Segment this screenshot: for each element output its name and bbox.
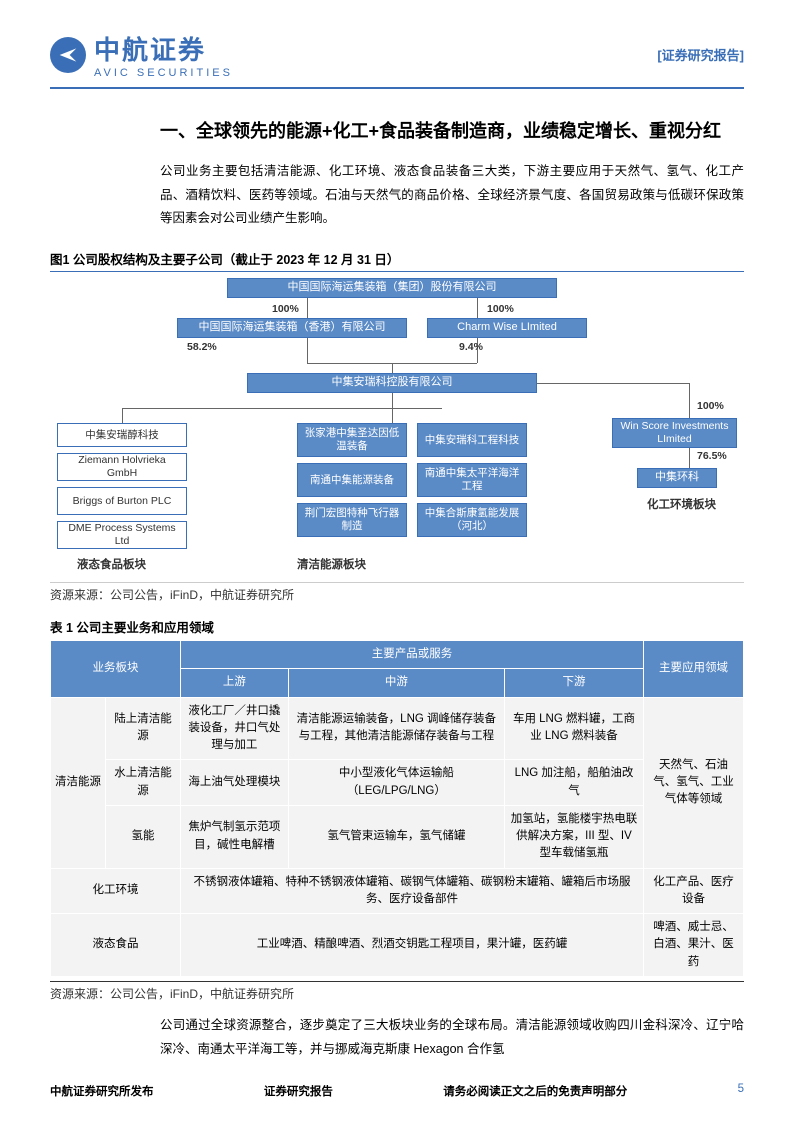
th-application: 主要应用领域	[644, 641, 744, 698]
header-doc-type: [证券研究报告]	[657, 45, 744, 64]
org-node-food3: Briggs of Burton PLC	[57, 487, 187, 515]
outro-paragraph: 公司通过全球资源整合，逐步奠定了三大板块业务的全球布局。清洁能源领域收购四川金科…	[160, 1014, 744, 1062]
table1-label: 表 1 公司主要业务和应用领域	[50, 617, 744, 636]
cell-up-0: 液化工厂／井口撬装设备，井口气处理与加工	[181, 697, 289, 760]
pct-5: 100%	[697, 400, 724, 412]
cell-sub-0: 陆上清洁能源	[106, 697, 181, 760]
cell-up-4: 工业啤酒、精酿啤酒、烈酒交钥匙工程项目，果汁罐，医药罐	[181, 914, 644, 977]
org-node-food1: 中集安瑞醇科技	[57, 423, 187, 447]
cell-app-4: 啤酒、威士忌、白酒、果汁、医药	[644, 914, 744, 977]
th-upstream: 上游	[181, 669, 289, 697]
cell-down-2: 加氢站，氢能楼宇热电联供解决方案，III 型、IV 型车载储氢瓶	[504, 805, 643, 868]
seg-label-energy: 清洁能源板块	[297, 556, 366, 572]
pct-1: 100%	[272, 303, 299, 315]
th-products: 主要产品或服务	[181, 641, 644, 669]
figure1-orgchart: 中国国际海运集装箱（集团）股份有限公司 100% 100% 中国国际海运集装箱（…	[57, 278, 737, 578]
org-node-huanke: 中集环科	[637, 468, 717, 488]
org-node-center: 中集安瑞科控股有限公司	[247, 373, 537, 393]
footer-left: 中航证券研究所发布	[50, 1083, 154, 1099]
cell-app-0: 天然气、石油气、氢气、工业气体等领域	[644, 697, 744, 868]
org-node-top: 中国国际海运集装箱（集团）股份有限公司	[227, 278, 557, 298]
cell-up-2: 焦炉气制氢示范项目，碱性电解槽	[181, 805, 289, 868]
cell-app-3: 化工产品、医疗设备	[644, 868, 744, 914]
footer-right: 请务必阅读正文之后的免责声明部分	[443, 1083, 627, 1099]
cell-mid-1: 中小型液化气体运输船（LEG/LPG/LNG）	[288, 760, 504, 806]
org-node-e6: 中集合斯康氢能发展（河北）	[417, 503, 527, 537]
section-title: 一、全球领先的能源+化工+食品装备制造商，业绩稳定增长、重视分红	[160, 117, 744, 146]
pct-4: 9.4%	[459, 341, 483, 353]
page-header: 中航证券 AVIC SECURITIES [证券研究报告]	[50, 30, 744, 89]
figure1-source: 资源来源：公司公告，iFinD，中航证券研究所	[50, 582, 744, 603]
logo-block: 中航证券 AVIC SECURITIES	[50, 30, 233, 79]
cell-up-3: 不锈钢液体罐箱、特种不锈钢液体罐箱、碳钢气体罐箱、碳钢粉末罐箱、罐箱后市场服务、…	[181, 868, 644, 914]
th-midstream: 中游	[288, 669, 504, 697]
seg-label-food: 液态食品板块	[77, 556, 146, 572]
footer-mid: 证券研究报告	[264, 1083, 333, 1099]
org-node-e3: 荆门宏图特种飞行器制造	[297, 503, 407, 537]
org-node-e1: 张家港中集圣达因低温装备	[297, 423, 407, 457]
org-node-e2: 南通中集能源装备	[297, 463, 407, 497]
cell-seg-0: 清洁能源	[51, 697, 106, 868]
org-node-e4: 中集安瑞科工程科技	[417, 423, 527, 457]
th-segment: 业务板块	[51, 641, 181, 698]
th-downstream: 下游	[504, 669, 643, 697]
cell-sub-2: 氢能	[106, 805, 181, 868]
table1-source: 资源来源：公司公告，iFinD，中航证券研究所	[50, 981, 744, 1002]
org-node-food2: Ziemann Holvrieka GmbH	[57, 453, 187, 481]
pct-3: 58.2%	[187, 341, 217, 353]
cell-seg-4: 液态食品	[51, 914, 181, 977]
cell-seg-3: 化工环境	[51, 868, 181, 914]
logo-text-cn: 中航证券	[94, 30, 233, 67]
cell-sub-1: 水上清洁能源	[106, 760, 181, 806]
intro-paragraph: 公司业务主要包括清洁能源、化工环境、液态食品装备三大类，下游主要应用于天然气、氢…	[160, 160, 744, 231]
org-node-win: Win Score Investments LImited	[612, 418, 737, 448]
org-node-food4: DME Process Systems Ltd	[57, 521, 187, 549]
figure1-label: 图1 公司股权结构及主要子公司（截止于 2023 年 12 月 31 日）	[50, 249, 744, 272]
cell-up-1: 海上油气处理模块	[181, 760, 289, 806]
org-node-charm: Charm Wise LImited	[427, 318, 587, 338]
page-footer: 中航证券研究所发布 证券研究报告 请务必阅读正文之后的免责声明部分 5	[50, 1083, 744, 1099]
cell-down-1: LNG 加注船，船舶油改气	[504, 760, 643, 806]
pct-6: 76.5%	[697, 450, 727, 462]
org-node-hk: 中国国际海运集装箱（香港）有限公司	[177, 318, 407, 338]
logo-icon	[50, 37, 86, 73]
cell-mid-2: 氢气管束运输车，氢气储罐	[288, 805, 504, 868]
cell-down-0: 车用 LNG 燃料罐，工商业 LNG 燃料装备	[504, 697, 643, 760]
seg-label-chem: 化工环境板块	[647, 496, 716, 512]
footer-page: 5	[738, 1083, 744, 1099]
table1-business: 业务板块 主要产品或服务 主要应用领域 上游 中游 下游 清洁能源 陆上清洁能源…	[50, 640, 744, 977]
pct-2: 100%	[487, 303, 514, 315]
org-node-e5: 南通中集太平洋海洋工程	[417, 463, 527, 497]
cell-mid-0: 清洁能源运输装备，LNG 调峰储存装备与工程，其他清洁能源储存装备与工程	[288, 697, 504, 760]
logo-text-en: AVIC SECURITIES	[94, 67, 233, 79]
